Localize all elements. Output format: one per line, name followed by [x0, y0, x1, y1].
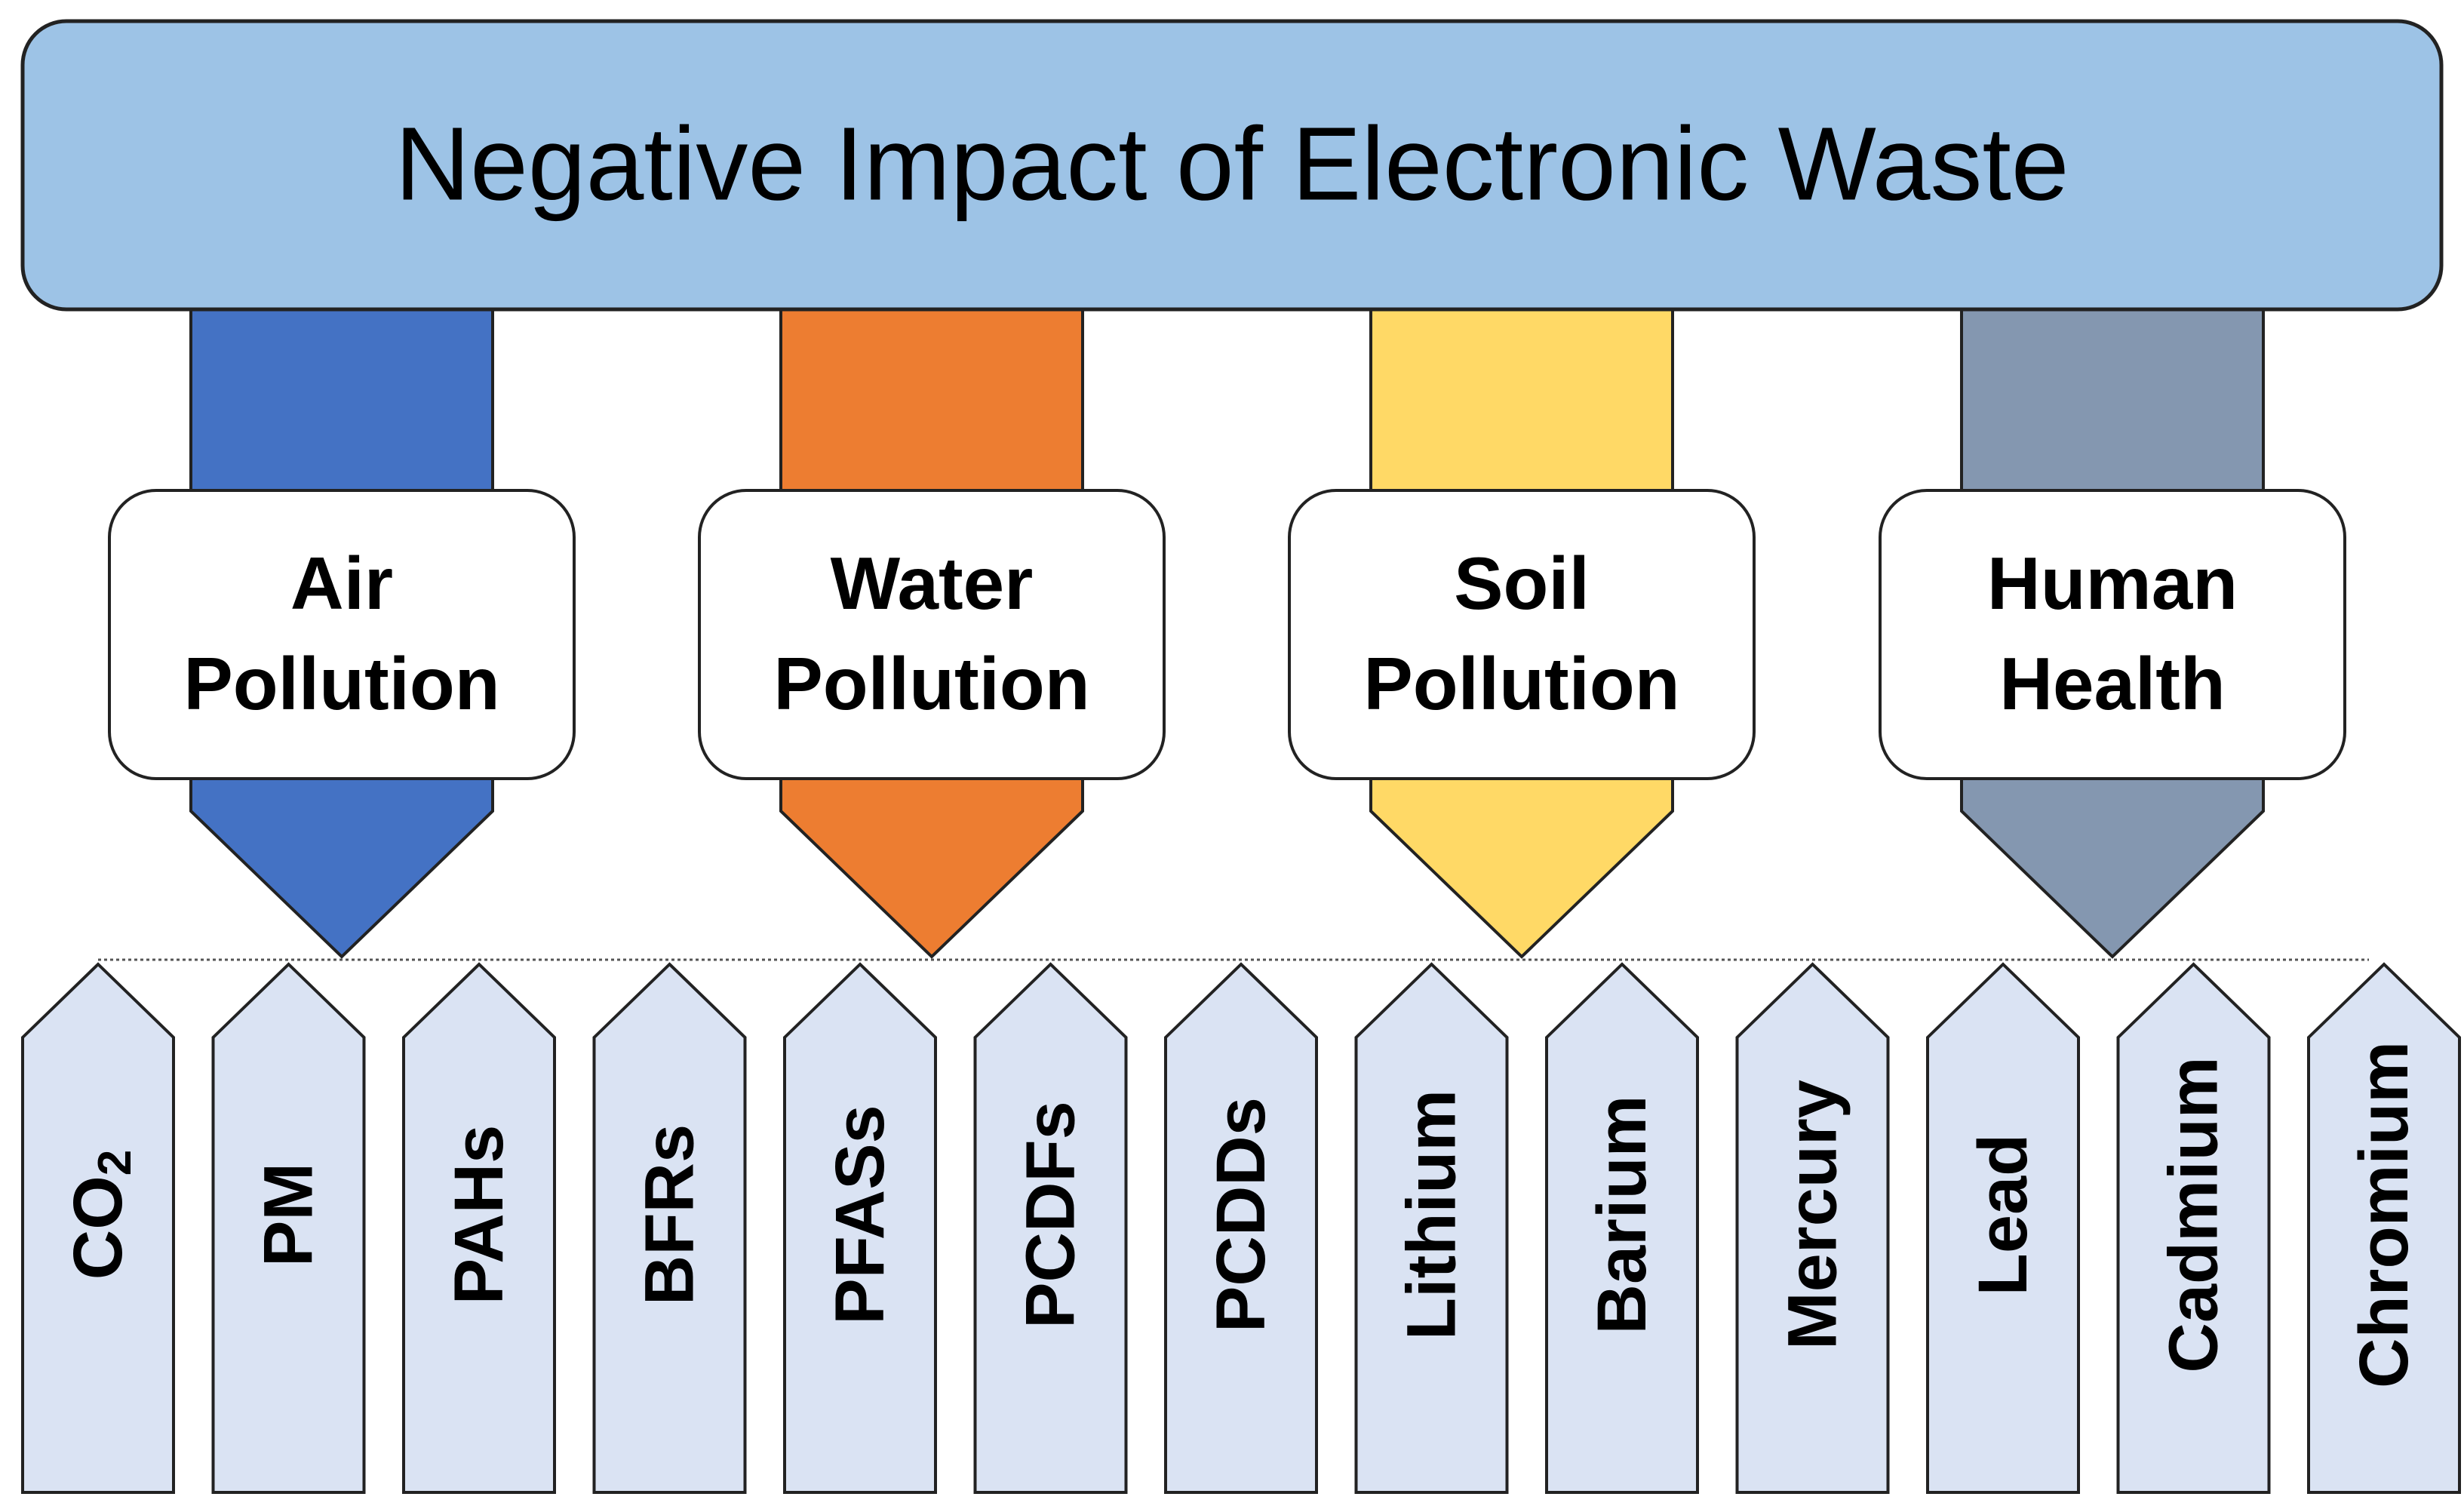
pollutant-tag-chromium — [2307, 962, 2461, 1494]
category-box-air-pollution — [108, 489, 576, 780]
pollutant-name: Barium — [1584, 1096, 1661, 1335]
category-label-water-pollution: Water Pollution — [773, 542, 1089, 725]
pollutant-tag-lithium — [1354, 962, 1509, 1494]
category-box-human-health — [1879, 489, 2346, 780]
pollutant-items: CO2 PM PAHs BFRs PFASs PCDFs PCDDs Lithium Bariu… — [21, 962, 2461, 1494]
pollutant-tag-pcdds — [1164, 962, 1318, 1494]
pollutant-tag-cadmium — [2116, 962, 2271, 1494]
pollutant-name: PCDFs — [1012, 1101, 1089, 1329]
pollutant-tag-pm — [211, 962, 366, 1494]
page-title: Negative Impact of Electronic Waste — [395, 106, 2069, 222]
category-line-1: Soil — [1454, 542, 1590, 625]
pollutant-label-cadmium: Cadmium — [2155, 1056, 2232, 1372]
pollutant-label-bfrs: BFRs — [631, 1124, 708, 1305]
pollutant-name: BFRs — [631, 1124, 708, 1305]
pollutant-label-pcdfs: PCDFs — [1012, 1101, 1089, 1329]
pollutant-tag-mercury — [1735, 962, 1890, 1494]
category-box-water-pollution — [698, 489, 1166, 780]
pollutant-name: Lead — [1965, 1134, 2042, 1296]
category-label-soil-pollution: Soil Pollution — [1363, 542, 1679, 725]
pollutant-label-lead: Lead — [1965, 1134, 2042, 1296]
pollutant-tag-bfrs — [592, 962, 747, 1494]
category-label-human-health: Human Health — [1987, 542, 2238, 725]
pollutant-name: Chromium — [2346, 1041, 2423, 1388]
pollutant-label-chromium: Chromium — [2346, 1041, 2423, 1388]
pollutant-tag-lead — [1926, 962, 2080, 1494]
pollutant-name: Mercury — [1774, 1080, 1851, 1350]
category-line-1: Water — [831, 542, 1034, 625]
pollutant-tag-barium — [1545, 962, 1699, 1494]
category-line-2: Pollution — [773, 642, 1089, 725]
category-label-air-pollution: Air Pollution — [183, 542, 499, 725]
category-box-soil-pollution — [1288, 489, 1756, 780]
pollutant-name: CO — [60, 1176, 137, 1280]
pollutant-tag-co2 — [21, 962, 175, 1494]
pollutant-label-co2: CO2 — [60, 1150, 141, 1280]
category-line-2: Health — [1999, 642, 2226, 725]
category-line-1: Air — [290, 542, 393, 625]
title-banner: Negative Impact of Electronic Waste — [20, 19, 2444, 312]
title-box — [20, 19, 2444, 312]
pollutant-label-mercury: Mercury — [1774, 1080, 1851, 1350]
pollutant-name: Cadmium — [2155, 1056, 2232, 1372]
pollutant-label-pcdds: PCDDs — [1203, 1097, 1280, 1332]
pollutant-name: PAHs — [441, 1125, 518, 1305]
pollutant-name: PCDDs — [1203, 1097, 1280, 1332]
pollutant-name: Lithium — [1393, 1089, 1470, 1340]
pollutant-tag-pfass — [783, 962, 937, 1494]
category-line-1: Human — [1987, 542, 2238, 625]
pollutant-label-pfass: PFASs — [822, 1105, 899, 1324]
pollutant-label-pahs: PAHs — [441, 1125, 518, 1305]
pollutant-label-pm: PM — [250, 1163, 327, 1267]
pollutant-tag-pahs — [402, 962, 556, 1494]
pollutant-name: PM — [250, 1163, 327, 1267]
pollutant-name: PFASs — [822, 1105, 899, 1324]
category-line-2: Pollution — [1363, 642, 1679, 725]
pollutant-label-barium: Barium — [1584, 1096, 1661, 1335]
pollutant-tag-pcdfs — [973, 962, 1128, 1494]
pollutant-label-lithium: Lithium — [1393, 1089, 1470, 1340]
pollutant-subscript: 2 — [89, 1150, 141, 1176]
category-line-2: Pollution — [183, 642, 499, 725]
category-boxes: Air Pollution Water Pollution Soil Pollution H… — [108, 489, 2346, 780]
